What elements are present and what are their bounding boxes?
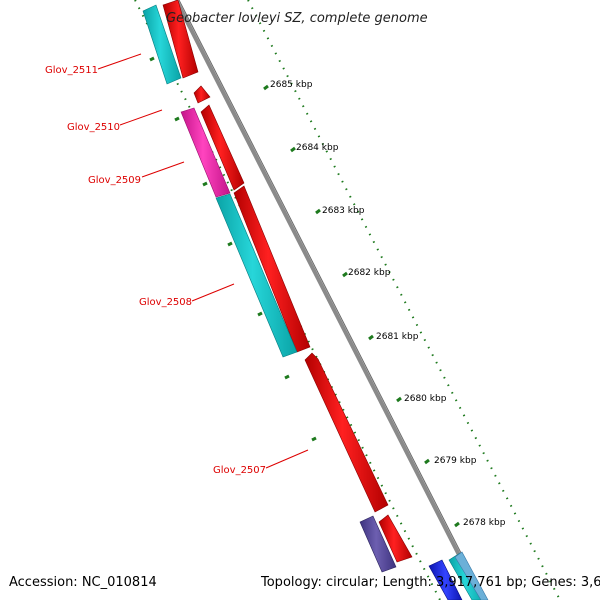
- tick: [368, 334, 374, 341]
- tick: [424, 458, 430, 465]
- gene-label[interactable]: Glov_2510: [67, 122, 120, 133]
- gene-cyan-large[interactable]: [215, 193, 298, 358]
- gene-label[interactable]: Glov_2509: [88, 175, 141, 186]
- gene-red-top[interactable]: [162, 0, 199, 79]
- connector-line: [265, 449, 309, 469]
- gene-magenta[interactable]: [180, 107, 231, 198]
- tick: [174, 116, 180, 122]
- accession-text: Accession: NC_010814: [9, 575, 157, 590]
- gene-red-4[interactable]: [304, 352, 389, 513]
- tick: [149, 56, 155, 62]
- scale-label: 2683 kbp: [322, 206, 365, 216]
- tick: [396, 396, 402, 403]
- gene-red-2[interactable]: [200, 104, 245, 191]
- connector-line: [97, 53, 142, 70]
- scale-label: 2678 kbp: [463, 518, 506, 528]
- gene-labels: Glov_2511 Glov_2510 Glov_2509 Glov_2508 …: [45, 65, 266, 476]
- gene-label[interactable]: Glov_2508: [139, 297, 192, 308]
- tick: [290, 146, 296, 153]
- genome-title: Geobacter lovleyi SZ, complete genome: [166, 11, 428, 26]
- gene-cyan-top[interactable]: [142, 4, 182, 85]
- gene-label[interactable]: Glov_2507: [213, 465, 266, 476]
- tick: [257, 311, 263, 317]
- genome-backbone-shadow: [178, 0, 486, 600]
- connector-line: [141, 161, 185, 178]
- tick: [342, 271, 348, 278]
- label-connectors: [97, 53, 309, 469]
- tick: [263, 84, 269, 91]
- tick: [311, 436, 317, 442]
- forward-genes: [162, 0, 413, 563]
- gene-red-3[interactable]: [233, 185, 311, 353]
- scale-label: 2681 kbp: [376, 332, 419, 342]
- tick: [202, 181, 208, 187]
- outer-tick-track: [247, 0, 561, 600]
- gene-blue[interactable]: [428, 559, 463, 600]
- gene-red-small[interactable]: [193, 85, 211, 104]
- major-ticks: [149, 56, 460, 528]
- scale-label: 2684 kbp: [296, 143, 339, 153]
- gene-cyan-bottom-2[interactable]: [454, 551, 489, 600]
- scale-label: 2685 kbp: [270, 80, 313, 90]
- scale-label: 2679 kbp: [434, 456, 477, 466]
- connector-line: [119, 109, 163, 126]
- tick: [227, 241, 233, 247]
- scale-label: 2680 kbp: [404, 394, 447, 404]
- gene-label[interactable]: Glov_2511: [45, 65, 98, 76]
- tick: [315, 208, 321, 215]
- topology-text: Topology: circular; Length: 3,917,761 bp…: [261, 575, 600, 590]
- connector-line: [191, 283, 235, 302]
- tick: [454, 521, 460, 528]
- tick: [284, 374, 290, 380]
- genome-backbone: [174, 0, 484, 600]
- reverse-genes: [142, 4, 489, 600]
- gene-purple[interactable]: [359, 515, 397, 573]
- scale-labels: 2685 kbp 2684 kbp 2683 kbp 2682 kbp 2681…: [270, 80, 506, 528]
- gene-red-5[interactable]: [378, 514, 413, 563]
- scale-label: 2682 kbp: [348, 268, 391, 278]
